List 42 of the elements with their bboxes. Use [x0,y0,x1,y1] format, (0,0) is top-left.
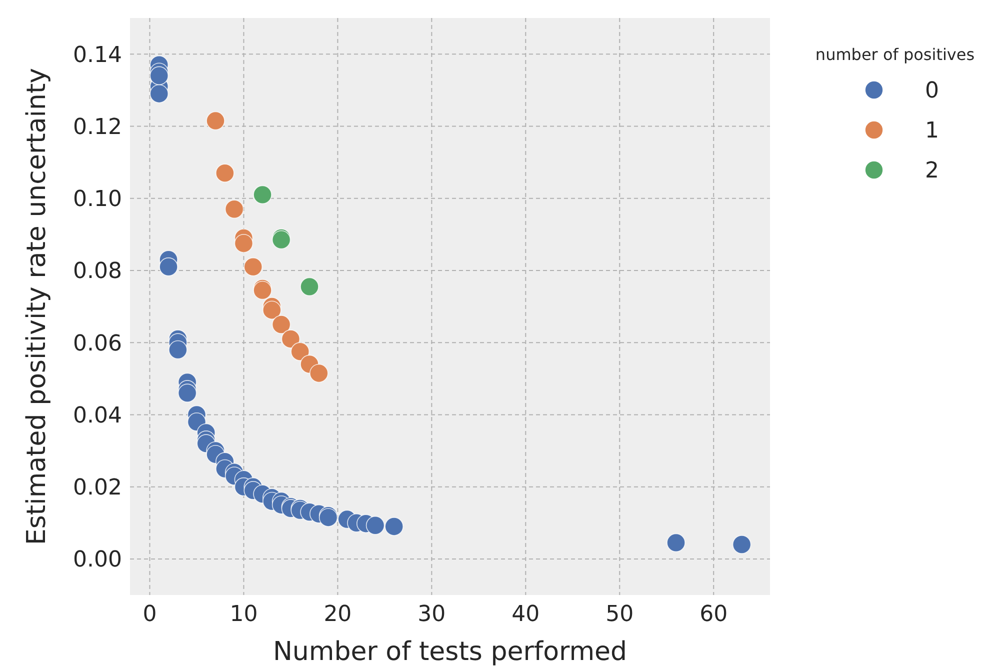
point [310,364,328,383]
point [253,185,272,204]
point [272,315,291,334]
y-tick-label: 0.10 [73,187,122,212]
legend-title: number of positives [815,45,975,64]
point [384,517,404,536]
y-tick-label: 0.00 [73,548,122,573]
x-tick-label: 40 [512,602,540,627]
y-axis-title: Estimated positivity rate uncertainty [22,68,52,546]
point [666,533,686,552]
x-axis-title: Number of tests performed [272,637,628,667]
point [150,66,169,86]
point [206,111,225,130]
point [178,384,197,402]
point [290,342,310,361]
y-tick-label: 0.04 [73,403,122,428]
y-tick-label: 0.08 [73,259,122,284]
x-tick-label: 50 [606,602,634,627]
y-tick-label: 0.06 [73,331,122,356]
x-tick-label: 0 [142,602,157,627]
point [281,330,300,348]
x-tick-label: 20 [324,602,352,627]
y-tick-label: 0.14 [73,42,122,68]
point [224,200,244,219]
point [216,164,234,182]
point [300,277,319,296]
x-tick-label: 10 [230,602,258,627]
point [159,257,178,276]
legend-label: 1 [925,118,939,144]
legend-label: 0 [925,78,939,104]
point [234,234,254,253]
x-tick-label: 60 [700,602,728,627]
point [150,84,169,104]
point [262,300,282,320]
x-tick-label: 30 [418,602,446,627]
point [168,340,188,360]
legend-label: 2 [925,158,939,184]
y-tick-label: 0.12 [73,114,122,140]
point [244,257,263,276]
point [366,516,385,535]
y-tick-label: 0.02 [73,476,122,501]
point [732,535,752,554]
